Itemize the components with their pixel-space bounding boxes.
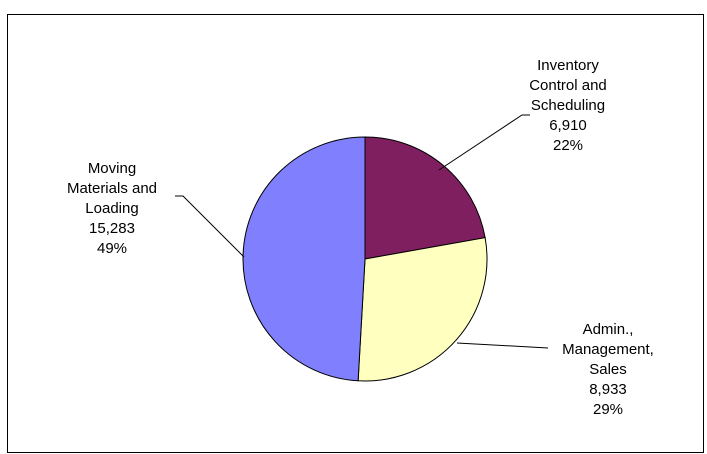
label-line: Admin., bbox=[583, 321, 634, 338]
percent-label: 29% bbox=[593, 401, 623, 418]
value-label: 15,283 bbox=[89, 220, 135, 237]
data-label-1: Inventory Control and Scheduling 6,910 22% bbox=[529, 57, 607, 154]
percent-label: 22% bbox=[553, 137, 583, 154]
leader-line-2 bbox=[456, 342, 549, 349]
leader-lines bbox=[175, 114, 549, 349]
leader-line-3 bbox=[175, 195, 245, 258]
slices-layer bbox=[242, 136, 488, 382]
label-line: Scheduling bbox=[531, 97, 605, 114]
label-line: Inventory bbox=[537, 57, 599, 74]
label-line: Control and bbox=[529, 77, 607, 94]
pie-slice-2 bbox=[357, 237, 488, 382]
label-line: Management, bbox=[562, 341, 654, 358]
pie-slice-1 bbox=[364, 136, 486, 260]
data-labels: Inventory Control and Scheduling 6,910 22% Ad… bbox=[67, 57, 654, 418]
label-line: Sales bbox=[589, 361, 627, 378]
data-label-3: Moving Materials and Loading 15,283 49% bbox=[67, 160, 157, 257]
percent-label: 49% bbox=[97, 240, 127, 257]
leader-line-1 bbox=[438, 114, 530, 171]
value-label: 8,933 bbox=[589, 381, 627, 398]
label-line: Moving bbox=[88, 160, 136, 177]
label-line: Loading bbox=[85, 200, 138, 217]
pie-slice-3 bbox=[242, 136, 366, 382]
data-label-2: Admin., Management, Sales 8,933 29% bbox=[562, 321, 654, 418]
label-line: Materials and bbox=[67, 180, 157, 197]
value-label: 6,910 bbox=[549, 117, 587, 134]
